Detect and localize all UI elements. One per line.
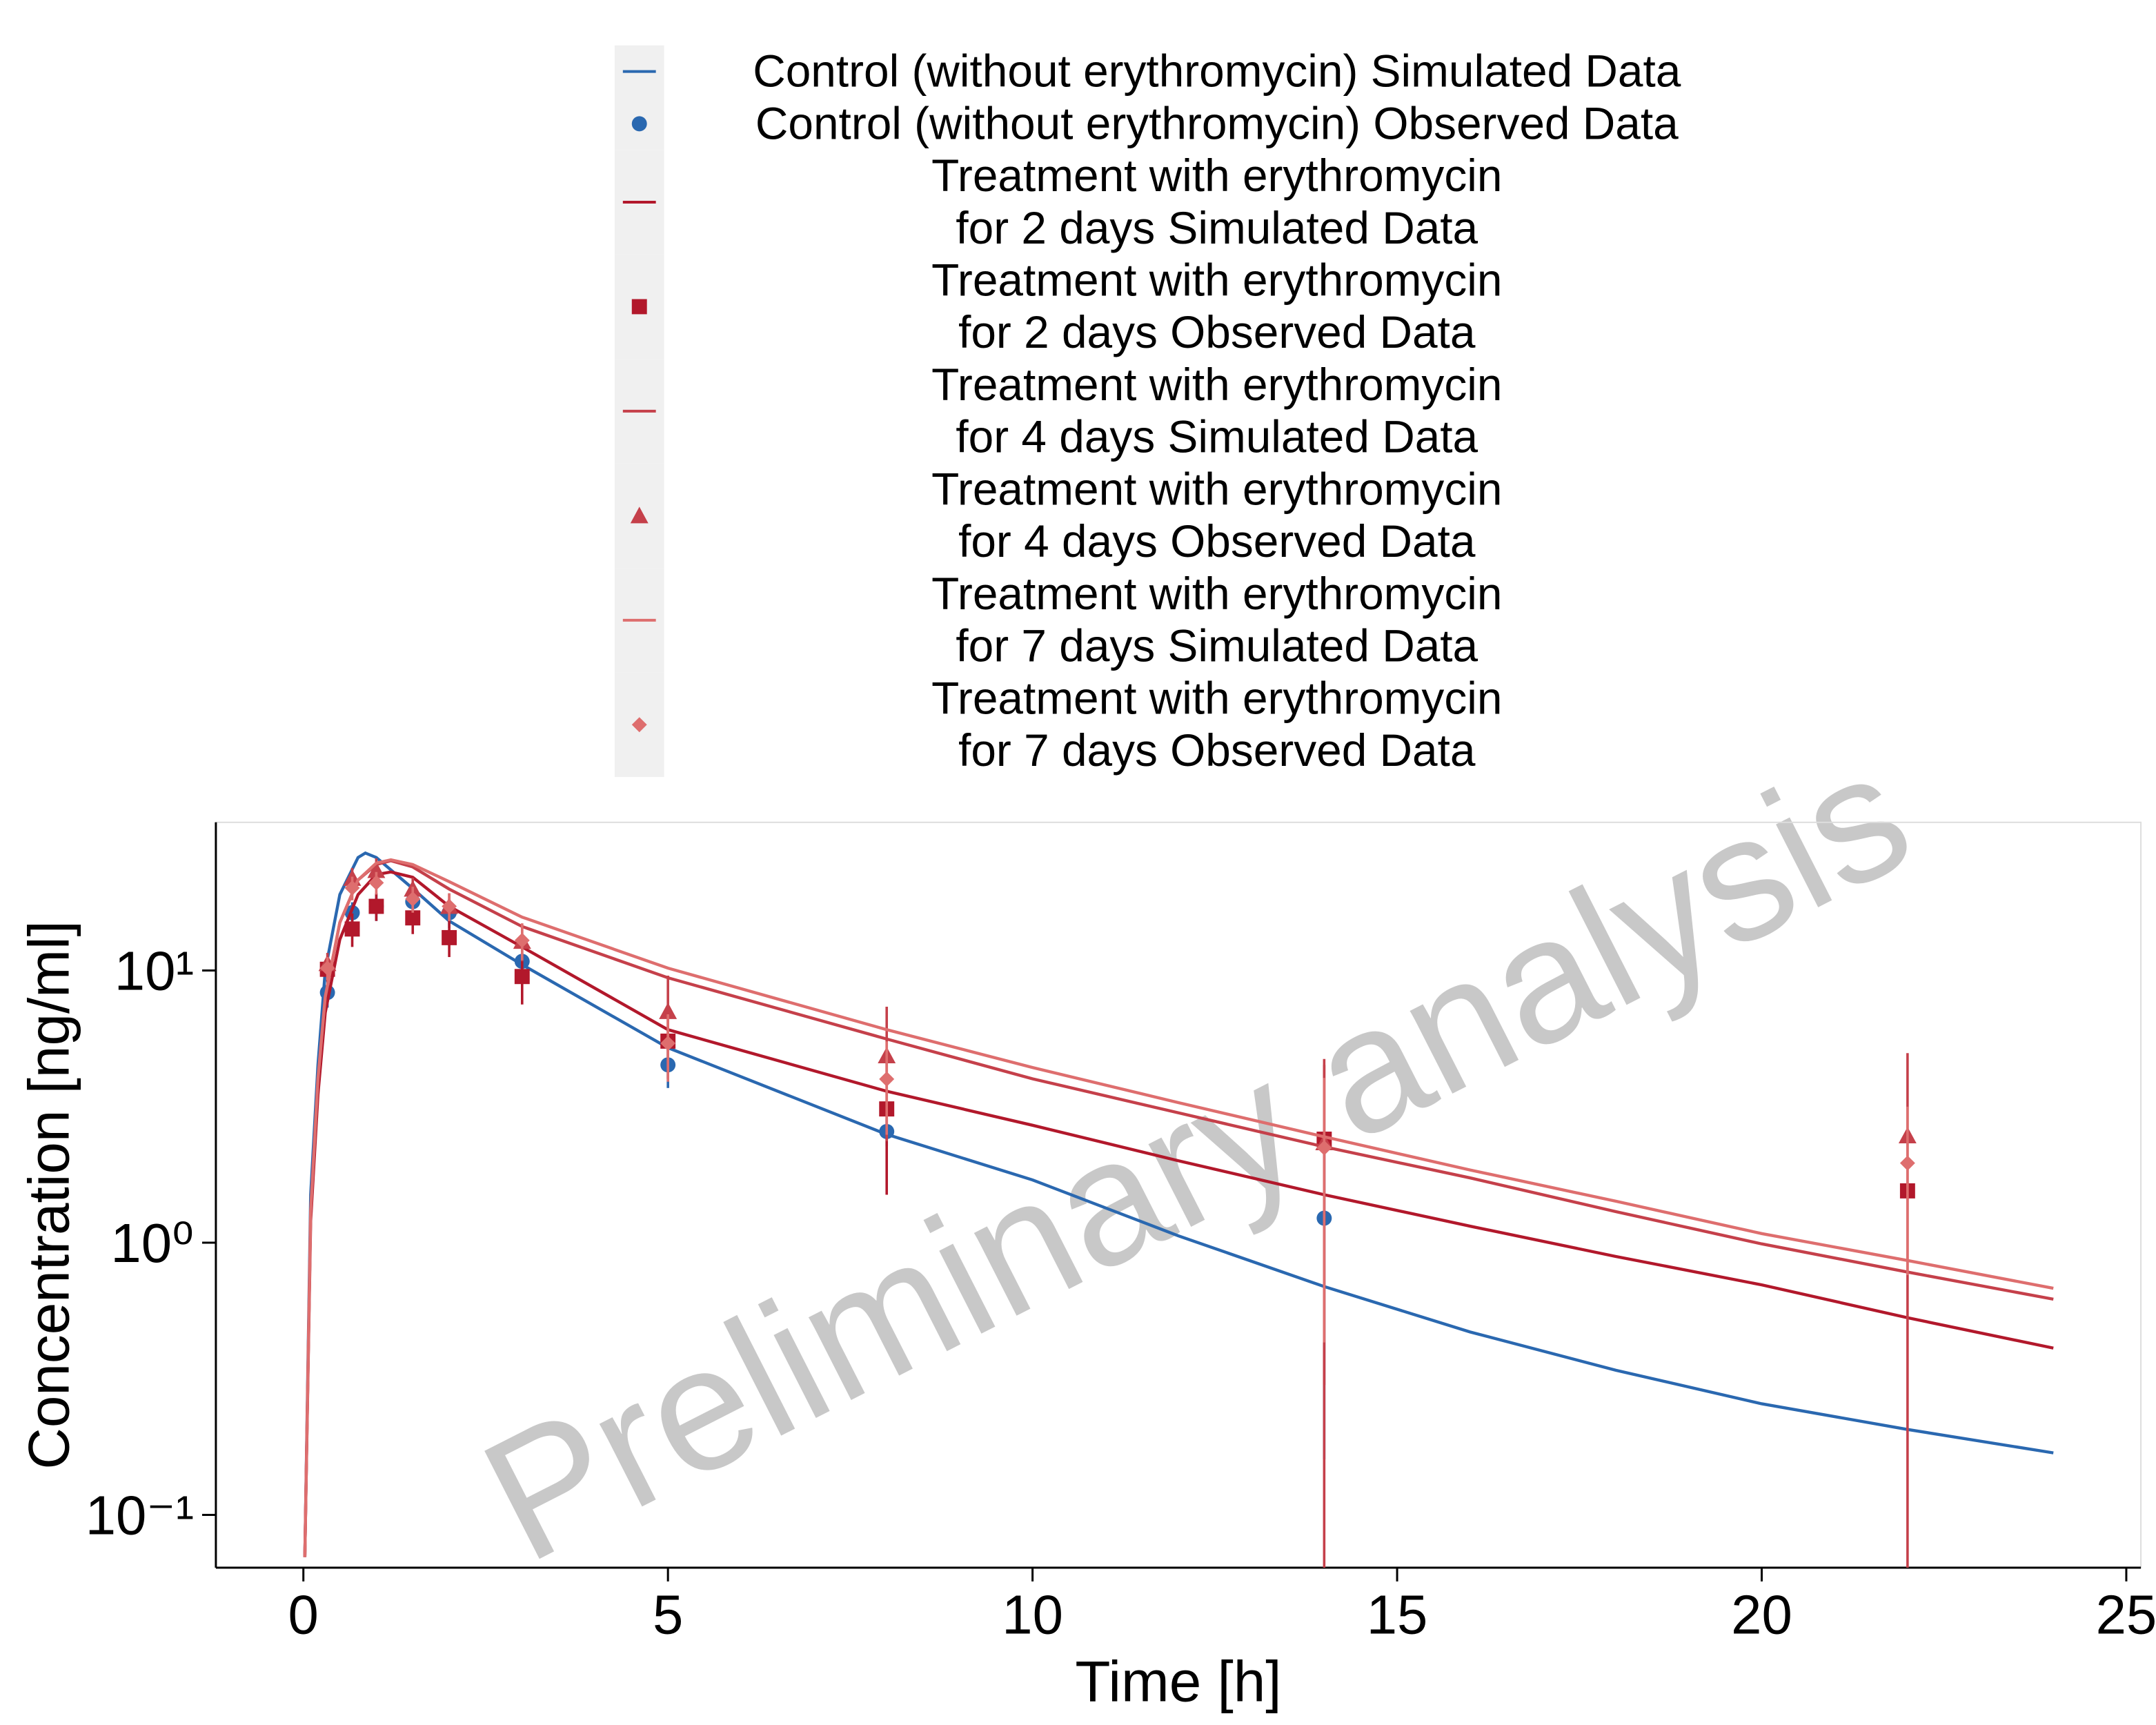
data-point	[344, 921, 360, 937]
legend-icon	[622, 200, 656, 204]
data-point	[367, 861, 386, 878]
legend-entry: Control (without erythromycin) Observed …	[614, 97, 1770, 150]
legend-label: Treatment with erythromycin for 2 days S…	[931, 150, 1503, 253]
x-tick-label: 20	[1731, 1584, 1792, 1646]
legend-icon	[631, 116, 647, 132]
legend-label: Treatment with erythromycin for 4 days S…	[931, 359, 1503, 462]
legend-symbol	[614, 150, 664, 255]
x-tick-label: 0	[288, 1584, 319, 1646]
legend-symbol	[614, 254, 664, 359]
legend-label: Control (without erythromycin) Observed …	[755, 97, 1679, 149]
legend-entry: Treatment with erythromycin for 7 days O…	[614, 672, 1770, 778]
x-axis-label: Time [h]	[1075, 1648, 1281, 1713]
data-point	[442, 898, 457, 914]
data-point	[514, 932, 530, 948]
plot-area	[303, 851, 2054, 1568]
data-point	[631, 717, 647, 733]
legend-symbol	[614, 463, 664, 569]
y-tick-label: 10¹	[115, 940, 194, 1001]
legend: Control (without erythromycin) Simulated…	[614, 45, 1770, 778]
data-point	[368, 898, 384, 914]
data-point	[368, 875, 384, 891]
x-tick-label: 15	[1367, 1584, 1428, 1646]
data-point	[630, 506, 649, 524]
legend-symbol	[614, 672, 664, 778]
data-point	[631, 299, 647, 315]
legend-symbol	[614, 359, 664, 464]
legend-icon	[631, 299, 647, 315]
data-point	[631, 116, 647, 132]
data-point	[442, 929, 457, 945]
legend-entry: Treatment with erythromycin for 4 days O…	[614, 463, 1770, 569]
legend-label: Treatment with erythromycin for 7 days S…	[931, 568, 1503, 671]
legend-icon	[630, 506, 649, 524]
legend-symbol	[614, 568, 664, 673]
y-tick-label: 10⁰	[110, 1212, 194, 1274]
legend-icon	[622, 409, 656, 413]
data-point	[405, 891, 421, 907]
data-point	[1316, 1140, 1332, 1156]
watermark: Preliminary analysis	[455, 713, 1938, 1599]
data-point	[405, 910, 421, 926]
legend-label: Control (without erythromycin) Simulated…	[753, 45, 1681, 97]
data-point	[659, 1002, 678, 1019]
x-tick-label: 25	[2096, 1584, 2156, 1646]
legend-entry: Treatment with erythromycin for 4 days S…	[614, 359, 1770, 464]
y-tick-label: 10⁻¹	[86, 1484, 194, 1546]
data-point	[1899, 1155, 1915, 1171]
data-point	[879, 1071, 895, 1087]
legend-symbol	[614, 97, 664, 150]
y-axis-label: Concentration [ng/ml]	[17, 920, 81, 1469]
legend-entry: Control (without erythromycin) Simulated…	[614, 45, 1770, 98]
legend-label: Treatment with erythromycin for 4 days O…	[931, 463, 1503, 567]
legend-label: Treatment with erythromycin for 2 days O…	[931, 254, 1503, 358]
legend-label: Treatment with erythromycin for 7 days O…	[931, 672, 1503, 776]
legend-entry: Treatment with erythromycin for 7 days S…	[614, 568, 1770, 673]
data-point	[514, 969, 530, 985]
legend-entry: Treatment with erythromycin for 2 days S…	[614, 150, 1770, 255]
x-tick-label: 10	[1002, 1584, 1063, 1646]
legend-entry: Treatment with erythromycin for 2 days O…	[614, 254, 1770, 359]
legend-icon	[622, 70, 656, 73]
legend-icon	[631, 717, 647, 733]
legend-icon	[622, 618, 656, 622]
legend-symbol	[614, 45, 664, 98]
x-tick-label: 5	[653, 1584, 683, 1646]
